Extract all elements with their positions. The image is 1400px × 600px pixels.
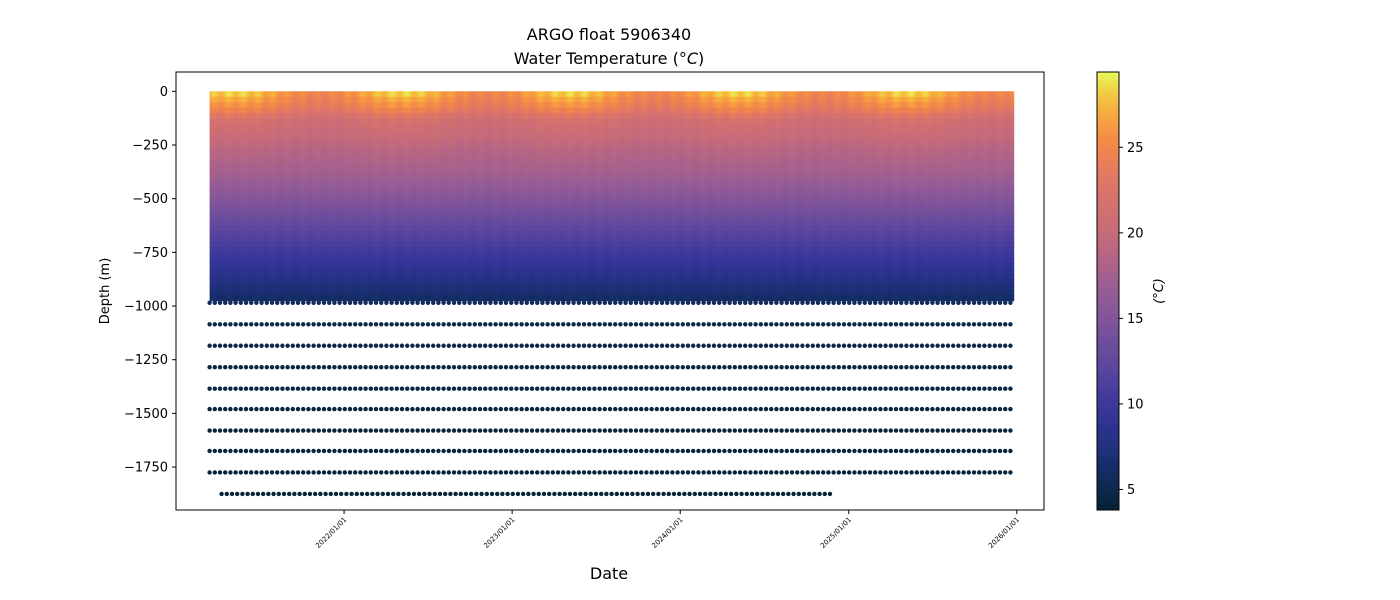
chart-title: ARGO float 5906340 [527,25,691,44]
chart-subtitle: Water Temperature (°C) [514,49,704,68]
heatmap-layer [210,91,1015,301]
plot-area [207,91,1014,496]
